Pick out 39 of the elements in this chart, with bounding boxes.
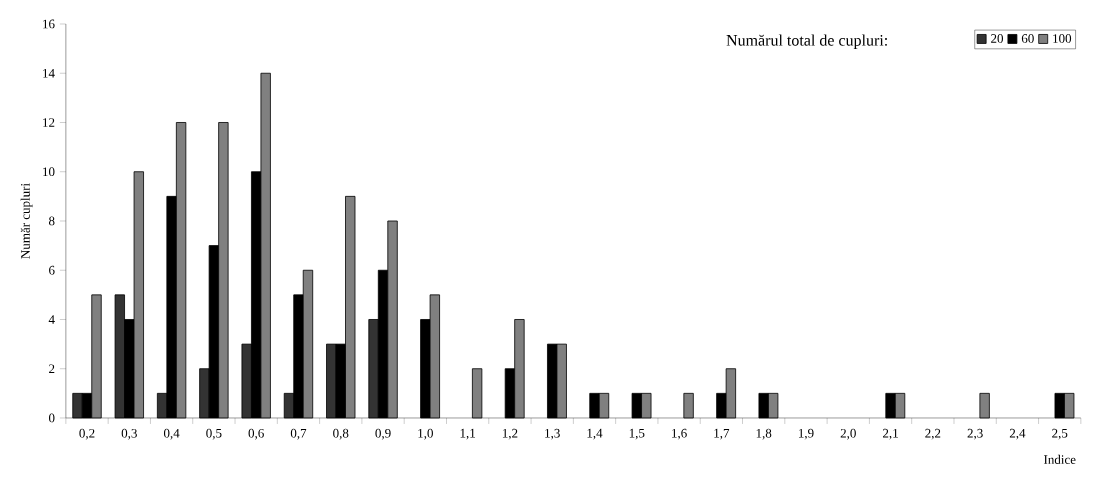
x-tick-label: 1,0 [418,428,433,440]
x-tick-label: 1,7 [714,428,730,440]
y-tick-label: 12 [43,118,55,127]
x-tick-label: 0,2 [79,428,95,440]
x-tick-label: 1,1 [460,428,475,440]
y-tick-label: 6 [49,265,55,275]
x-tick-label: 0,8 [333,428,349,440]
y-tick-label: 10 [43,167,55,177]
y-tick-label: 2 [49,364,55,374]
x-tick-label: 2,3 [967,428,983,440]
y-tick-label: 14 [43,68,55,78]
x-tick-label: 1,8 [756,428,772,440]
legend-label: 60 [1021,34,1034,43]
y-tick-label: 0 [49,413,55,423]
x-tick-label: 0,4 [163,428,180,440]
x-tick-label: 1,5 [629,428,645,440]
x-tick-label: 2,1 [883,428,898,440]
x-tick-label: 2,5 [1052,428,1068,440]
x-tick-label: 0,5 [206,428,222,440]
x-tick-label: 0,7 [290,428,307,440]
x-tick-label: 1,4 [587,428,603,440]
y-tick-label: 4 [48,315,55,324]
x-tick-label: 2,0 [840,428,856,440]
y-tick-label: 8 [49,216,55,226]
x-tick-label: 2,4 [1009,428,1026,440]
x-tick-label: 0,3 [121,428,137,440]
x-tick-label: 2,2 [925,428,941,440]
x-tick-label: 0,9 [375,428,391,440]
legend-label: 100 [1053,34,1072,43]
legend-label: 20 [991,34,1004,43]
y-tick-label: 16 [43,19,55,29]
x-axis-title: Indice [1043,454,1076,464]
y-axis-title: Număr cupluri [20,183,33,259]
x-tick-label: 1,2 [502,428,518,440]
legend-title: Numărul total de cupluri: [726,34,887,49]
x-tick-label: 1,9 [798,428,814,440]
x-tick-label: 1,3 [545,428,560,440]
x-tick-label: 1,6 [672,428,687,440]
x-tick-label: 0,6 [248,428,264,440]
